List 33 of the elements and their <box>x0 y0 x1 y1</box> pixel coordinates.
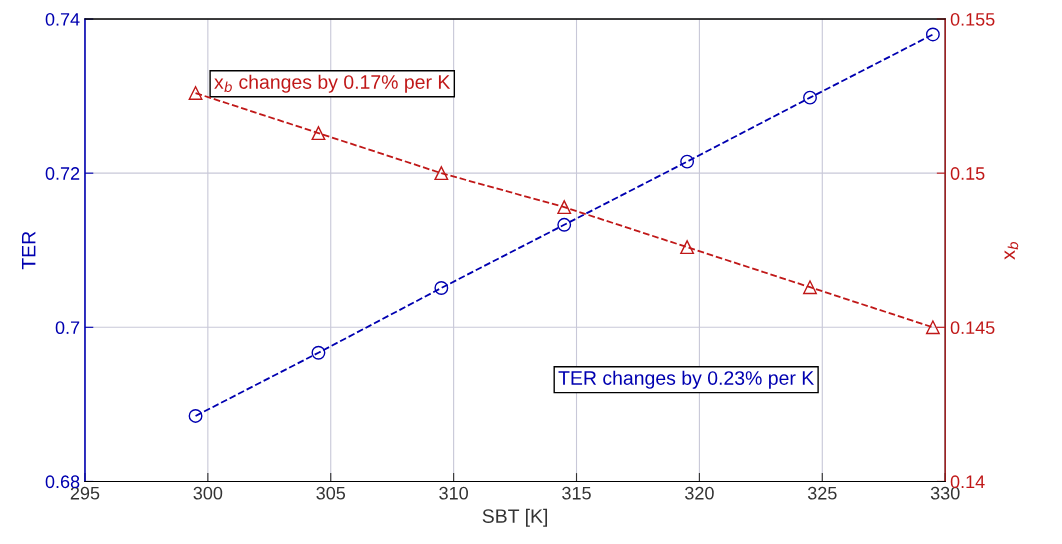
point <box>188 86 203 100</box>
point <box>311 126 326 141</box>
y2-tick-label: 0.145 <box>950 321 995 335</box>
y-tick-label: 0.72 <box>45 167 80 180</box>
point <box>557 200 572 215</box>
y-axis-title: TER <box>21 231 36 270</box>
annotation: x$_{b}$ changes by 0.17% per K <box>214 74 451 93</box>
point <box>557 217 572 232</box>
x-axis-title: SBT [K] <box>482 508 548 527</box>
y2-tick-label: 0.155 <box>950 12 995 26</box>
point <box>925 320 940 335</box>
y-tick-label: 0.74 <box>45 12 80 26</box>
point <box>803 280 817 295</box>
x-tick-label: 305 <box>316 486 346 500</box>
point <box>311 345 326 360</box>
annotation: TER changes by 0.23% per K <box>558 370 815 389</box>
point <box>680 154 695 169</box>
x-tick-label: 325 <box>807 486 837 500</box>
x-tick-label: 300 <box>193 486 223 500</box>
x-tick-label: 315 <box>562 486 591 500</box>
point <box>188 408 203 423</box>
point <box>434 166 449 181</box>
point <box>803 90 817 105</box>
y2-tick-label: 0.15 <box>950 167 985 180</box>
x-tick-label: 310 <box>439 486 468 500</box>
x-tick-label: 320 <box>685 486 714 500</box>
y-tick-label: 0.7 <box>55 321 80 335</box>
x-tick-label: 330 <box>930 486 960 500</box>
y2-axis-title: x$_{b}$ <box>1004 241 1019 260</box>
y2-tick-label: 0.14 <box>950 475 985 489</box>
point <box>925 27 940 42</box>
point <box>680 240 695 255</box>
point <box>434 281 449 295</box>
